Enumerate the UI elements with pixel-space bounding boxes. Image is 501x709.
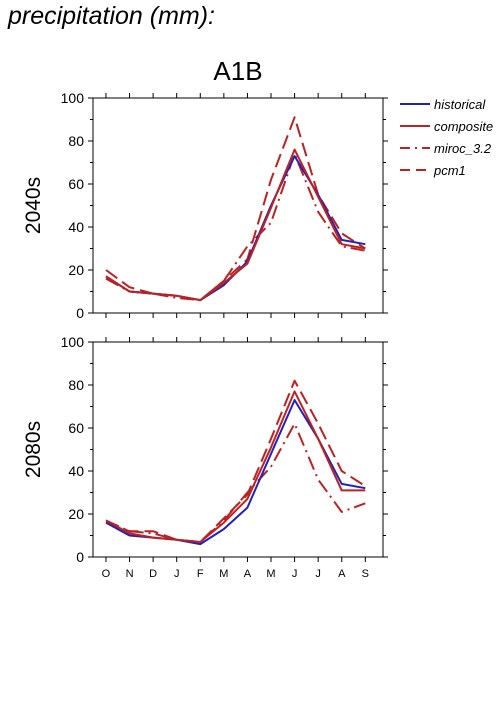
series-line-composite [105,390,366,543]
y-tick-label: 100 [61,334,85,350]
y-tick-label: 60 [68,176,84,192]
x-tick-label: M [219,568,228,580]
x-tick-label: A [244,568,252,580]
series-line-historical [105,399,366,546]
plot-frame [92,97,384,314]
chart-title: A1B [213,56,262,86]
y-tick-label: 20 [68,262,84,278]
series-line-composite [105,148,366,302]
y-tick-label: 80 [68,377,84,393]
legend-label: miroc_3.2 [434,141,492,156]
series-line-miroc-3-2 [105,422,366,543]
x-tick-label: J [292,568,298,580]
legend: historical composite miroc_3.2 pcm1 [400,97,493,178]
x-tick-label: M [266,568,275,580]
legend-item: miroc_3.2 [400,141,492,156]
x-tick-label: J [174,568,180,580]
y-tick-label: 60 [68,420,84,436]
x-tick-label: N [126,568,134,580]
y-tick-label: 40 [68,463,84,479]
legend-item: pcm1 [400,163,466,178]
x-tick-label: F [197,568,204,580]
legend-label: historical [434,97,486,112]
x-tick-label: S [362,568,369,580]
legend-label: composite [434,119,493,134]
panel-1: 0 20 40 60 80 100 2040s A1B [22,56,388,321]
y-axis-label: 2040s [22,177,45,234]
x-tick-label: J [315,568,321,580]
y-tick-label: 0 [76,549,84,565]
y-tick-label: 0 [76,305,84,321]
x-tick-label: D [149,568,157,580]
legend-item: composite [400,119,493,134]
plot-frame [92,341,384,558]
series-line-historical [105,155,366,302]
legend-label: pcm1 [433,163,466,178]
chart-panels: 0 20 40 60 80 100 2040s A1B 0 20 40 60 80 100 O N D J F M A M… [22,56,388,580]
y-axis-label: 2080s [22,421,45,478]
y-tick-label: 100 [61,90,85,106]
x-tick-label: O [102,568,111,580]
legend-item: historical [400,97,486,112]
panel-2: 0 20 40 60 80 100 O N D J F M A M J J A S 2080s [22,334,388,580]
page-title: precipitation (mm): [8,2,215,30]
x-tick-label: A [338,568,346,580]
series-line-pcm1 [105,379,366,543]
y-tick-label: 40 [68,219,84,235]
y-tick-label: 80 [68,133,84,149]
y-tick-label: 20 [68,506,84,522]
series-line-miroc-3-2 [105,152,366,302]
